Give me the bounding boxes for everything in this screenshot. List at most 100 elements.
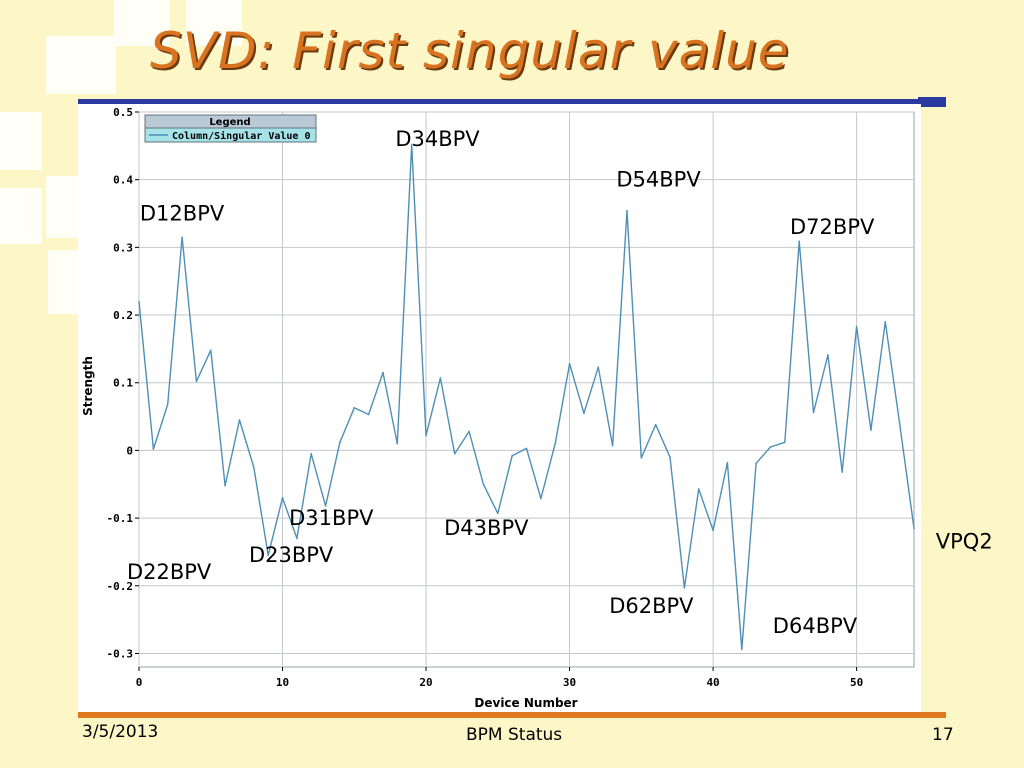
annotation-label: D23BPV	[249, 543, 334, 567]
y-tick-label: 0.5	[113, 106, 133, 119]
data-point	[496, 512, 499, 515]
footer-center: BPM Status	[466, 725, 563, 745]
data-point	[339, 441, 341, 444]
x-tick-label: 40	[706, 676, 719, 689]
data-point	[324, 505, 327, 507]
footer-date: 3/5/2013	[82, 722, 159, 742]
legend: Legend Column/Singular Value 0	[144, 114, 317, 143]
top-rule	[78, 99, 946, 105]
data-point	[353, 406, 356, 409]
slide-title: SVD: First singular value	[150, 22, 790, 80]
x-tick-label: 0	[136, 676, 143, 689]
data-point	[669, 456, 671, 458]
data-point	[726, 461, 729, 464]
annotation-label: D22BPV	[127, 560, 212, 584]
data-point	[798, 240, 800, 243]
annotation-label: D34BPV	[395, 127, 480, 151]
data-point	[396, 442, 399, 445]
decor-square	[114, 0, 170, 46]
data-point	[425, 434, 427, 437]
annotation-label: D43BPV	[444, 516, 529, 540]
y-tick-label: 0.2	[113, 309, 133, 322]
decor-square	[186, 0, 242, 46]
x-tick-label: 20	[419, 676, 432, 689]
ticks: 0.5 0.4 0.3 0.2 0.1 0 -0.1 -0.2 -0.3 0 10 20 30 40 50	[107, 106, 864, 689]
data-point	[439, 377, 442, 379]
y-tick-label: 0	[126, 444, 133, 457]
annotation-label: D62BPV	[609, 594, 694, 618]
y-tick-label: 0.4	[113, 174, 133, 187]
annotation-label: D54BPV	[616, 167, 701, 191]
annotation-label: D64BPV	[773, 614, 858, 638]
top-rule-end	[918, 97, 946, 107]
data-point	[209, 349, 212, 352]
x-axis-label: Device Number	[474, 696, 577, 710]
y-tick-label: 0.3	[113, 241, 133, 254]
x-tick-label: 50	[850, 676, 863, 689]
data-point	[482, 483, 485, 486]
x-tick-label: 30	[563, 676, 576, 689]
data-point	[611, 444, 614, 447]
data-point	[367, 413, 370, 416]
y-tick-label: -0.3	[107, 647, 134, 660]
y-tick-label: 0.1	[113, 377, 133, 390]
data-point	[224, 484, 226, 487]
data-point	[166, 403, 169, 406]
data-point	[697, 488, 700, 490]
data-point	[554, 442, 557, 445]
data-point	[769, 446, 772, 448]
decor-square	[0, 188, 42, 244]
data-point	[238, 419, 241, 421]
y-tick-label: -0.1	[107, 512, 134, 525]
data-point	[626, 210, 628, 212]
annotation-label: D31BPV	[289, 506, 374, 530]
decor-square	[48, 250, 78, 314]
data-point	[597, 366, 600, 368]
data-point	[267, 554, 269, 557]
data-point	[253, 466, 255, 469]
data-point	[913, 527, 915, 530]
grid	[138, 111, 914, 667]
annotation-label: D12BPV	[140, 201, 225, 225]
decor-square	[46, 176, 78, 238]
data-point	[525, 447, 528, 450]
page-number: 17	[932, 725, 954, 745]
data-point	[138, 300, 140, 303]
series-group	[138, 143, 915, 651]
data-point	[784, 441, 786, 444]
data-point	[310, 452, 313, 455]
data-point	[281, 496, 284, 499]
data-point	[640, 457, 643, 459]
data-point	[870, 429, 872, 431]
annotation-label: D72BPV	[790, 215, 875, 239]
data-point	[740, 648, 743, 651]
data-point	[511, 455, 513, 457]
data-point	[654, 423, 657, 426]
annotations: D12BPV D22BPV D23BPV D31BPV D34BPV D43BPV D54B…	[127, 127, 993, 638]
data-point	[755, 462, 757, 465]
plot-area	[138, 111, 915, 668]
data-point	[568, 362, 571, 365]
y-tick-label: -0.2	[107, 580, 134, 593]
decor-square	[0, 112, 42, 170]
data-point	[410, 143, 413, 146]
legend-entry-label: Column/Singular Value 0	[172, 130, 310, 142]
bottom-rule	[78, 712, 946, 718]
data-point	[468, 430, 470, 433]
data-point	[453, 452, 456, 455]
data-point	[296, 537, 298, 540]
data-point	[152, 448, 155, 450]
data-point	[382, 371, 384, 374]
annotation-label: VPQ2	[936, 530, 993, 554]
data-point	[884, 321, 887, 323]
data-point	[712, 529, 714, 532]
data-point	[195, 380, 198, 383]
data-point	[683, 587, 686, 589]
data-point	[827, 354, 829, 356]
data-point	[898, 422, 901, 425]
data-point	[855, 325, 858, 328]
legend-entry-box	[144, 127, 317, 143]
data-point	[583, 412, 585, 414]
data-point	[841, 471, 844, 473]
